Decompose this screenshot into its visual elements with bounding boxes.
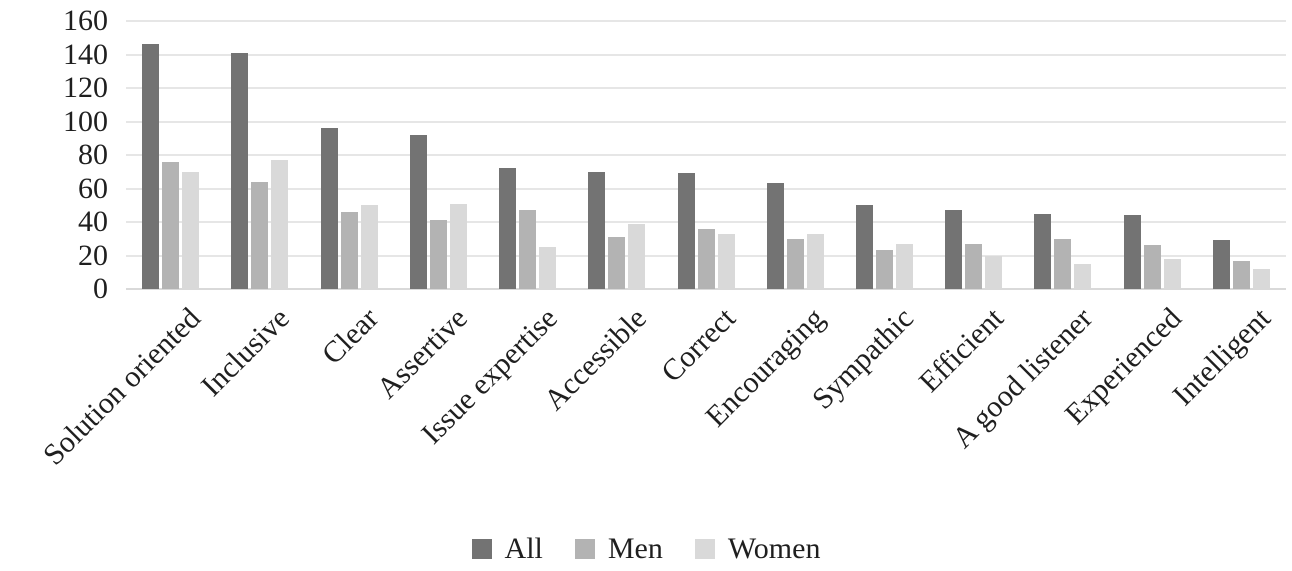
x-category-label: Intelligent [1166,301,1278,413]
legend-label-men: Men [607,532,663,565]
bar-women [717,233,735,289]
bar-all [677,173,695,289]
y-tick-label-120: 120 [63,71,108,104]
bar-women [360,205,378,289]
y-tick-label-0: 0 [93,272,108,305]
bar-all [588,171,606,289]
bar-women [182,171,200,289]
bar-group-5 [483,21,572,289]
legend-swatch-men [574,539,595,559]
bar-women [806,233,824,289]
gridline-60 [126,187,1286,190]
bar-group-3 [304,21,393,289]
y-tick-label-60: 60 [78,171,108,205]
bar-men [1054,238,1072,289]
bar-men [608,237,626,289]
gridline-100 [126,120,1286,123]
bar-groups [126,21,1286,289]
bar-group-1 [126,21,215,289]
plot-area [126,20,1286,290]
bar-men [519,210,537,289]
gridline-120 [126,87,1286,89]
y-tick-label-160: 160 [63,4,108,37]
y-axis: 0 20 40 60 80 100 120 140 160 [0,4,108,305]
bar-all [945,210,963,289]
bar-women [539,247,557,289]
y-tick-label-20: 20 [78,238,108,272]
bar-women [628,223,646,289]
legend-label-women: Women [727,532,821,565]
x-category-label: Inclusive [194,301,296,403]
bar-all [231,52,249,289]
x-axis-labels: Solution oriented Inclusive Clear Assertive… [36,289,1286,519]
bar-men [965,243,983,289]
bar-all [855,205,873,289]
bar-group-2 [215,21,304,289]
bar-group-10 [929,21,1018,289]
bar-men [697,228,715,289]
bar-all [1212,240,1230,289]
legend: All Men Women [0,534,1292,564]
bar-all [320,128,338,289]
x-category-label: Solution oriented [36,301,207,472]
x-category-label: Correct [654,301,742,389]
y-tick-label-140: 140 [63,37,108,71]
bar-women [985,255,1003,289]
bar-group-6 [572,21,661,289]
bar-men [429,220,447,289]
bar-group-8 [751,21,840,289]
legend-swatch-all [471,539,492,559]
gridline-0 [126,288,1286,290]
legend-swatch-women [694,539,715,559]
bar-men [1143,245,1161,289]
legend-item-women: Women [694,532,821,565]
y-tick-label-100: 100 [63,104,108,138]
bar-women [1252,268,1270,289]
x-category-label: Clear [315,301,385,371]
bar-group-9 [840,21,929,289]
bar-women [271,160,289,289]
bar-all [1123,215,1141,289]
bar-men [162,161,180,289]
bar-group-12 [1108,21,1197,289]
gridline-160 [126,20,1286,22]
bar-women [449,203,467,289]
y-tick-label-40: 40 [78,205,108,238]
bar-women [1074,263,1092,289]
legend-item-men: Men [574,532,663,565]
bar-men [875,250,893,289]
bar-all [409,134,427,289]
y-tick-label-80: 80 [78,138,108,171]
bar-group-4 [394,21,483,289]
legend-label-all: All [504,532,543,565]
bar-group-7 [661,21,750,289]
bar-women [1163,258,1181,289]
gridline-40 [126,221,1286,223]
bar-group-13 [1197,21,1286,289]
bar-all [766,183,784,289]
legend-item-all: All [471,532,543,565]
gridline-80 [126,154,1286,156]
gridline-140 [126,53,1286,56]
bar-all [142,44,160,289]
bar-men [251,181,269,289]
bar-men [340,211,358,289]
bar-men [1232,260,1250,289]
bar-group-11 [1018,21,1107,289]
bar-men [786,238,804,289]
bar-all [499,168,517,289]
bar-all [1034,213,1052,289]
bar-women [895,243,913,289]
